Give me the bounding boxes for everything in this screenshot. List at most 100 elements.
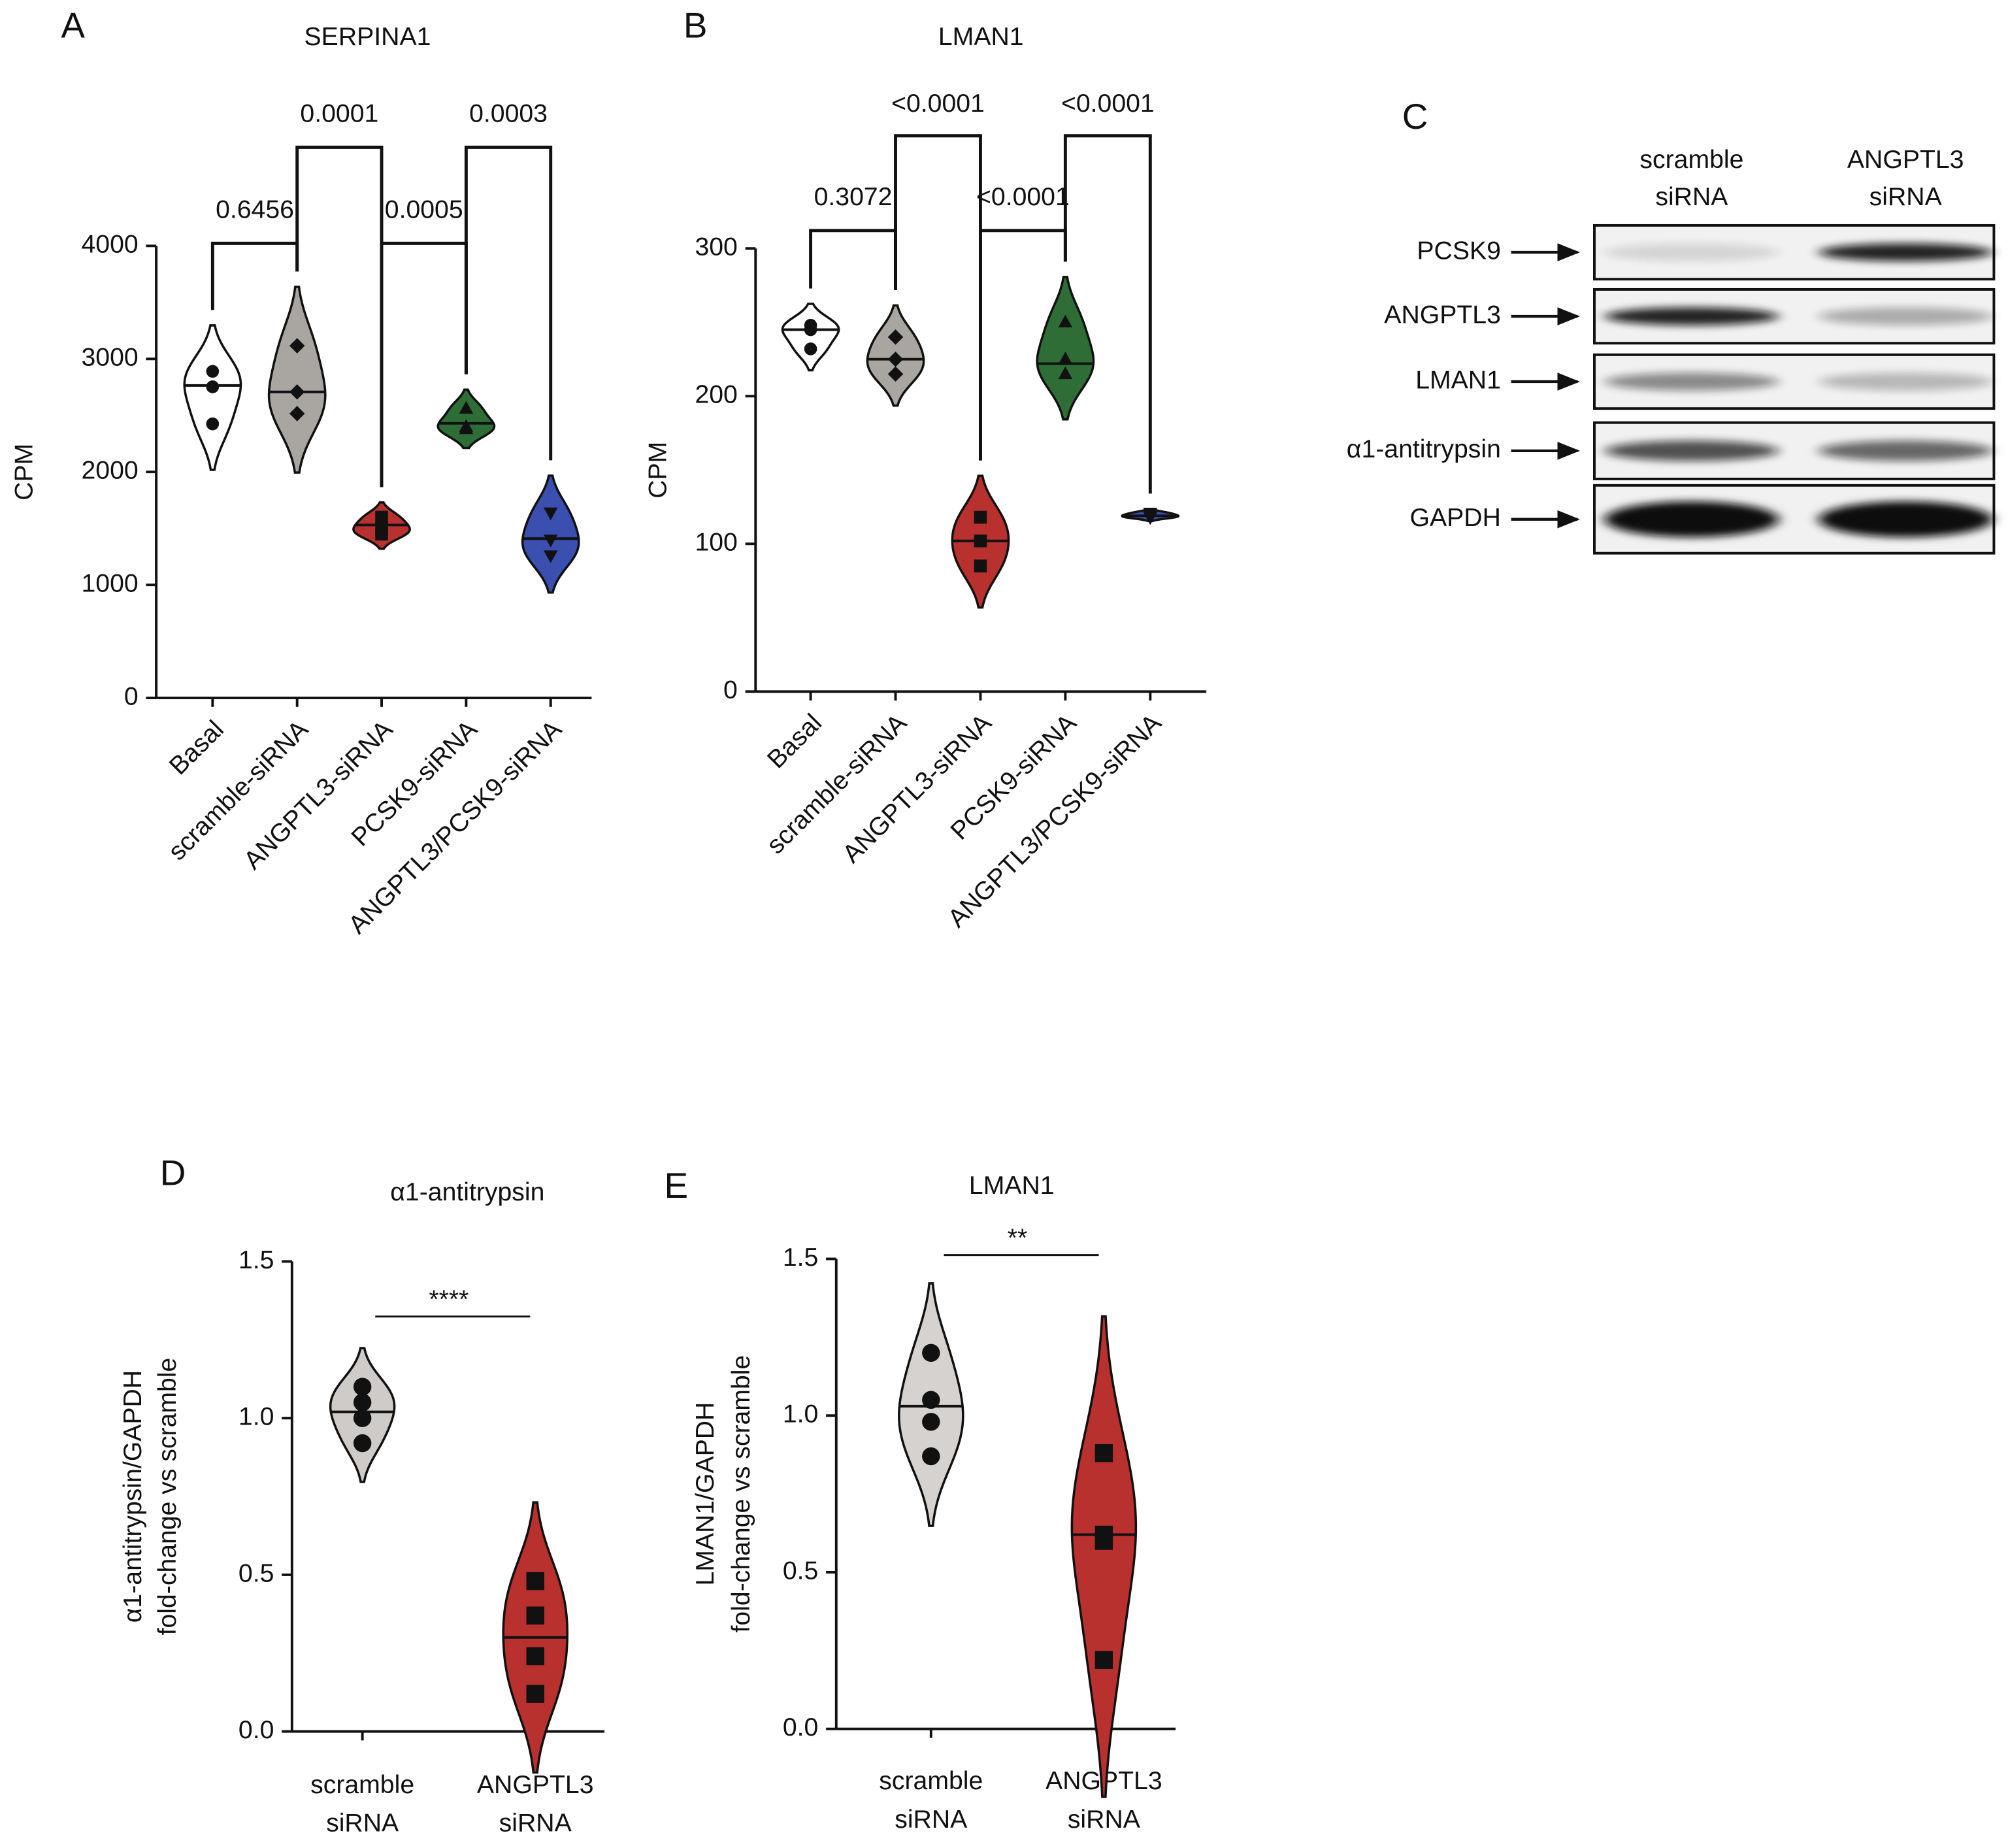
y-tick-label: 1.5 [239, 1246, 274, 1274]
significance-bracket [894, 134, 982, 461]
blot-band [1818, 372, 1993, 391]
data-point [375, 527, 388, 541]
y-tick-label: 0.5 [239, 1559, 274, 1587]
data-point [1058, 351, 1073, 365]
violin [1070, 1315, 1138, 1798]
data-point [206, 417, 220, 431]
y-tick-label: 100 [695, 529, 737, 557]
panel-letter: C [1402, 96, 1428, 137]
violin [267, 286, 327, 474]
chart-panel: A SERPINA1CPM01000200030004000Basalscramb… [10, 5, 592, 939]
x-tick-label: scramble siRNA [879, 1767, 983, 1834]
panel-letter: E [664, 1165, 688, 1206]
blot-band [1818, 501, 1993, 538]
y-tick-label: 0.0 [239, 1716, 274, 1744]
protein-label: GAPDH [1410, 504, 1501, 532]
lane-label: scramble siRNA [1639, 146, 1743, 211]
violin [781, 303, 840, 372]
y-tick-label: 1.0 [783, 1400, 818, 1428]
data-point [526, 1606, 544, 1625]
panel-letter: A [61, 5, 85, 46]
p-value-label: 0.3072 [814, 183, 893, 211]
p-value-label: <0.0001 [1061, 90, 1155, 118]
data-point [375, 510, 388, 524]
data-point [974, 510, 987, 524]
y-axis-label: CPM [10, 444, 39, 501]
violin [521, 474, 580, 594]
data-point [974, 534, 987, 548]
significance-bracket [809, 229, 897, 290]
blot-band [1604, 243, 1779, 261]
p-value-label: 0.0005 [385, 196, 463, 224]
protein-label: PCSK9 [1417, 237, 1501, 265]
data-point [1058, 314, 1073, 328]
x-tick-label: ANGPTL3-siRNA [239, 715, 399, 875]
significance-bracket [464, 145, 553, 461]
y-tick-label: 1000 [81, 570, 138, 598]
chart-title: LMAN1 [969, 1172, 1055, 1200]
y-axis-label: α1-antitrypsin/GAPDH [119, 1370, 147, 1623]
blot-band [1604, 307, 1779, 325]
significance-label: ** [1008, 1224, 1028, 1252]
y-tick-label: 300 [695, 233, 737, 261]
violin [1036, 276, 1095, 421]
data-point [353, 1393, 372, 1411]
y-tick-label: 0 [723, 676, 738, 704]
y-tick-label: 1.0 [239, 1403, 274, 1431]
data-point [974, 559, 987, 572]
chart-title: α1-antitrypsin [390, 1178, 544, 1206]
y-tick-label: 0.0 [783, 1713, 818, 1741]
data-point [1058, 366, 1073, 380]
y-tick-label: 1.5 [783, 1244, 818, 1272]
data-point [289, 406, 305, 421]
y-tick-label: 4000 [81, 231, 138, 259]
chart-title: LMAN1 [938, 23, 1024, 51]
significance-bracket [1063, 134, 1152, 494]
data-point [922, 1413, 940, 1431]
data-point [1143, 512, 1158, 525]
y-axis-label: fold-change vs scramble [727, 1355, 755, 1633]
significance-label: **** [429, 1286, 469, 1314]
data-point [543, 535, 558, 548]
data-point [922, 1391, 940, 1409]
data-point [1095, 1532, 1113, 1550]
data-point [206, 365, 220, 378]
p-value-label: 0.0001 [300, 100, 378, 128]
protein-label: LMAN1 [1415, 366, 1501, 394]
chart-panel: E LMAN1 LMAN1/GAPDH fold-change vs scramble… [664, 1165, 1176, 1834]
data-point [922, 1344, 940, 1362]
data-point [526, 1647, 544, 1666]
y-tick-label: 2000 [81, 457, 138, 485]
protein-label: ANGPTL3 [1384, 301, 1501, 329]
data-point [526, 1572, 544, 1591]
data-point [526, 1685, 544, 1703]
blot-band [1604, 501, 1779, 538]
panel-letter: D [160, 1153, 186, 1193]
p-value-label: 0.6456 [216, 196, 294, 224]
data-point [353, 1378, 372, 1396]
p-value-label: <0.0001 [976, 183, 1070, 211]
data-point [459, 421, 474, 435]
y-axis-label: LMAN1/GAPDH [691, 1402, 719, 1586]
y-axis-label: fold-change vs scramble [154, 1358, 182, 1636]
data-point [353, 1434, 372, 1453]
x-tick-label: scramble siRNA [310, 1771, 414, 1838]
y-tick-label: 0 [124, 682, 139, 710]
data-point [289, 384, 305, 400]
chart-title: SERPINA1 [304, 23, 431, 51]
p-value-label: <0.0001 [891, 90, 985, 118]
p-value-label: 0.0003 [469, 100, 548, 128]
significance-bracket [210, 241, 299, 310]
panel-letter: B [683, 5, 708, 46]
y-tick-label: 200 [695, 381, 737, 409]
violin [436, 388, 496, 450]
y-tick-label: 0.5 [783, 1557, 818, 1585]
data-point [1095, 1651, 1113, 1669]
data-point [543, 507, 558, 521]
data-point [804, 342, 817, 355]
data-point [543, 550, 558, 563]
